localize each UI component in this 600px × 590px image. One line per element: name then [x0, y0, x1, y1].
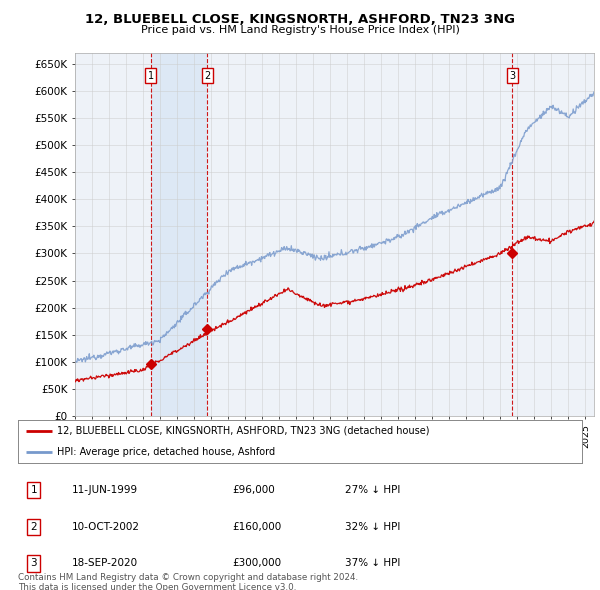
Text: £96,000: £96,000 — [232, 486, 275, 495]
Text: 3: 3 — [31, 559, 37, 568]
Text: £160,000: £160,000 — [232, 522, 281, 532]
Text: HPI: Average price, detached house, Ashford: HPI: Average price, detached house, Ashf… — [58, 447, 275, 457]
Text: 12, BLUEBELL CLOSE, KINGSNORTH, ASHFORD, TN23 3NG: 12, BLUEBELL CLOSE, KINGSNORTH, ASHFORD,… — [85, 13, 515, 26]
Text: 32% ↓ HPI: 32% ↓ HPI — [345, 522, 400, 532]
Text: 18-SEP-2020: 18-SEP-2020 — [71, 559, 138, 568]
Text: 3: 3 — [509, 71, 515, 81]
Text: 1: 1 — [148, 71, 154, 81]
Bar — [151, 53, 207, 416]
Text: 2: 2 — [204, 71, 211, 81]
Text: 27% ↓ HPI: 27% ↓ HPI — [345, 486, 400, 495]
Text: 10-OCT-2002: 10-OCT-2002 — [71, 522, 140, 532]
Text: This data is licensed under the Open Government Licence v3.0.: This data is licensed under the Open Gov… — [18, 583, 296, 590]
Text: 12, BLUEBELL CLOSE, KINGSNORTH, ASHFORD, TN23 3NG (detached house): 12, BLUEBELL CLOSE, KINGSNORTH, ASHFORD,… — [58, 426, 430, 436]
Text: 1: 1 — [31, 486, 37, 495]
Text: £300,000: £300,000 — [232, 559, 281, 568]
Text: 11-JUN-1999: 11-JUN-1999 — [71, 486, 138, 495]
Text: Contains HM Land Registry data © Crown copyright and database right 2024.: Contains HM Land Registry data © Crown c… — [18, 573, 358, 582]
Text: 37% ↓ HPI: 37% ↓ HPI — [345, 559, 400, 568]
Text: 2: 2 — [31, 522, 37, 532]
Text: Price paid vs. HM Land Registry's House Price Index (HPI): Price paid vs. HM Land Registry's House … — [140, 25, 460, 35]
